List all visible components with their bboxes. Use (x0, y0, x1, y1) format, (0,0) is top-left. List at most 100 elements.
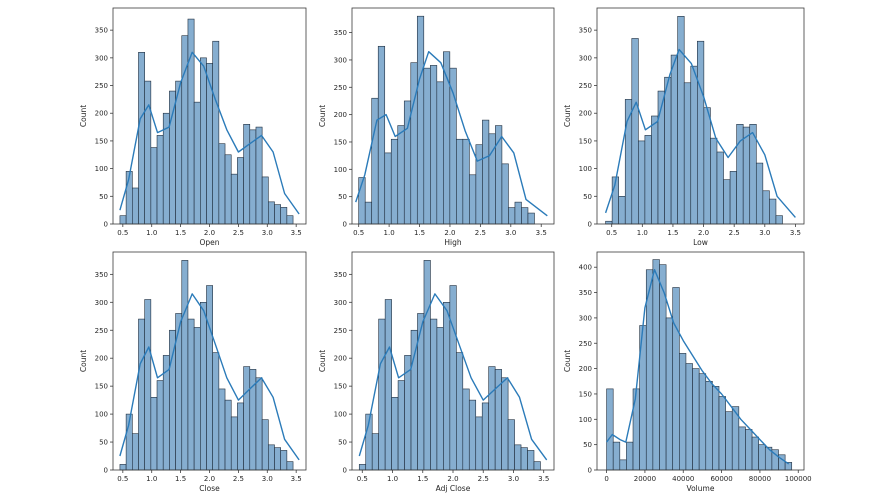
y-tick-label: 50 (338, 439, 347, 447)
hist-bar (274, 204, 281, 225)
hist-bar (193, 101, 201, 225)
hist-bar (679, 353, 687, 471)
hist-bar (749, 124, 757, 225)
hist-bar (187, 318, 195, 471)
y-tick-label: 100 (579, 416, 592, 424)
y-tick-label: 0 (104, 467, 108, 475)
hist-bar (261, 419, 269, 471)
hist-bar (762, 190, 770, 225)
hist-bar (243, 124, 251, 225)
axes-frame (596, 251, 805, 471)
x-tick-label: 60000 (710, 475, 732, 483)
hist-bar (738, 426, 746, 471)
hist-bar (449, 285, 457, 471)
y-tick-label: 200 (334, 355, 347, 363)
hist-bar (156, 380, 164, 471)
kde-line (355, 51, 548, 217)
hist-bar (507, 419, 515, 471)
histogram-panel-3: 0.5 1.0 1.5 2.0 2.5 3.0 3.5 0 50 100 150 200 250 300 3… (563, 7, 805, 247)
x-tick-label: 1.0 (146, 475, 157, 483)
hist-bar (657, 90, 665, 225)
hist-bar (156, 135, 164, 225)
hist-bar (436, 327, 444, 471)
x-tick-label: 3.5 (536, 229, 547, 237)
hist-bar (475, 144, 483, 225)
hist-bar (475, 416, 483, 471)
x-axis-label: Open (199, 238, 219, 247)
hist-bar (175, 80, 183, 225)
y-tick-label: 150 (334, 138, 347, 146)
hist-bar (670, 54, 678, 225)
hist-bar (138, 52, 145, 225)
x-axis-label: Close (199, 484, 220, 493)
hist-bar (456, 352, 464, 471)
hist-bar (436, 81, 444, 225)
histogram-panel-2: 0.5 1.0 1.5 2.0 2.5 3.0 3.5 0 50 100 150 200 250 300 3… (318, 7, 555, 247)
hist-bar (443, 302, 451, 471)
hist-bar (514, 444, 522, 471)
hist-bar (187, 18, 195, 225)
hist-bar (690, 65, 698, 225)
y-tick-label: 350 (579, 27, 592, 35)
hist-bar (605, 220, 613, 225)
hist-bar (150, 147, 158, 225)
hist-bar (212, 40, 220, 225)
y-tick-label: 100 (95, 165, 108, 173)
hist-bar (745, 429, 753, 471)
hist-bar (430, 318, 438, 471)
y-tick-label: 100 (334, 411, 347, 419)
hist-bar (677, 16, 685, 225)
x-tick-label: 1.5 (414, 229, 425, 237)
y-tick-label: 100 (579, 165, 592, 173)
y-tick-label: 300 (334, 299, 347, 307)
hist-bar (462, 388, 470, 471)
hist-bar (651, 115, 659, 225)
hist-bar (456, 138, 464, 225)
hist-bar (712, 386, 720, 471)
hist-bar (181, 35, 189, 225)
x-axis-label: Volume (687, 484, 715, 493)
y-tick-label: 350 (579, 289, 592, 297)
hist-bar (423, 260, 431, 471)
y-axis-label: Count (79, 350, 88, 372)
hist-bar (683, 82, 692, 225)
histogram-panel-5: 0.5 1.0 1.5 2.0 2.5 3.0 3.5 0 50 100 150 200 250 300 3… (318, 251, 555, 493)
hist-bar (280, 450, 288, 471)
x-tick-label: 3.0 (262, 229, 273, 237)
x-tick-label: 1.5 (175, 229, 186, 237)
hist-bar (268, 201, 275, 225)
y-tick-label: 200 (334, 111, 347, 119)
hist-bar (514, 201, 522, 225)
y-tick-label: 250 (95, 82, 108, 90)
y-tick-label: 300 (95, 54, 108, 62)
x-tick-label: 2.0 (447, 475, 458, 483)
hist-bar (391, 397, 399, 471)
y-tick-label: 50 (99, 193, 108, 201)
hist-bar (274, 447, 281, 471)
hist-bar (527, 450, 535, 471)
hist-bar (193, 327, 201, 471)
y-tick-label: 200 (579, 365, 592, 373)
x-tick-label: 3.0 (505, 229, 516, 237)
y-tick-label: 50 (99, 439, 108, 447)
hist-bar (397, 125, 405, 225)
x-tick-label: 1.0 (637, 229, 648, 237)
x-tick-label: 3.5 (291, 229, 302, 237)
hist-bar (716, 151, 724, 225)
hist-bar (358, 464, 367, 471)
x-tick-label: 2.0 (204, 229, 215, 237)
x-tick-label: 1.5 (175, 475, 186, 483)
kde-line (119, 293, 300, 461)
hist-bar (462, 138, 470, 225)
x-tick-label: 20000 (634, 475, 656, 483)
hist-bar (144, 80, 152, 225)
y-tick-label: 100 (334, 166, 347, 174)
x-axis-label: Low (693, 238, 708, 247)
hist-bar (632, 388, 640, 471)
hist-bar (286, 461, 294, 471)
hist-bar (468, 399, 477, 471)
x-tick-label: 3.5 (790, 229, 801, 237)
hist-bar (618, 196, 626, 225)
axes-frame (596, 7, 805, 225)
x-tick-label: 2.0 (444, 229, 455, 237)
